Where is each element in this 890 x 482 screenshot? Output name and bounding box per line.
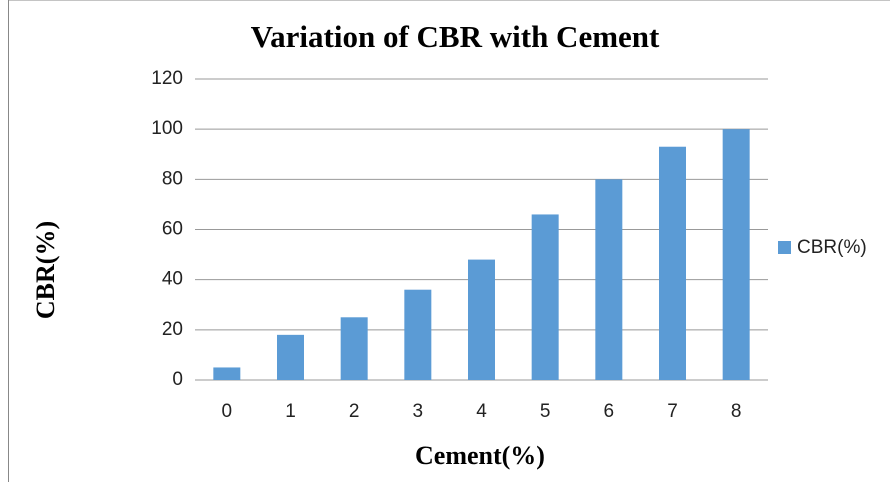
bar: [404, 289, 432, 380]
x-tick-label: 2: [349, 401, 360, 422]
x-tick-label: 5: [540, 401, 551, 422]
x-tick-label: 3: [413, 401, 424, 422]
y-tick-label: 100: [151, 118, 183, 139]
y-tick-label: 80: [162, 168, 183, 189]
bar: [659, 146, 686, 380]
y-tick-label: 40: [162, 269, 183, 290]
x-tick-label: 1: [285, 401, 296, 422]
x-tick-label: 4: [476, 401, 487, 422]
bar: [531, 214, 559, 380]
x-tick-label: 0: [222, 401, 233, 422]
y-tick-label: 60: [162, 219, 183, 240]
legend-swatch: [778, 241, 791, 254]
bar: [595, 179, 623, 380]
y-axis-label: CBR(%): [31, 221, 60, 319]
bar: [340, 317, 368, 380]
chart-title: Variation of CBR with Cement: [251, 19, 660, 54]
y-tick-label: 20: [162, 319, 183, 340]
y-tick-label: 120: [151, 68, 183, 89]
x-tick-label: 6: [604, 401, 615, 422]
bar: [277, 334, 304, 380]
bar: [213, 367, 241, 380]
legend-label: CBR(%): [797, 237, 867, 258]
y-tick-label: 0: [172, 369, 183, 390]
x-axis-label: Cement(%): [415, 441, 545, 470]
bar: [722, 129, 750, 380]
x-tick-label: 8: [731, 401, 742, 422]
bar: [468, 259, 495, 380]
x-tick-label: 7: [667, 401, 678, 422]
